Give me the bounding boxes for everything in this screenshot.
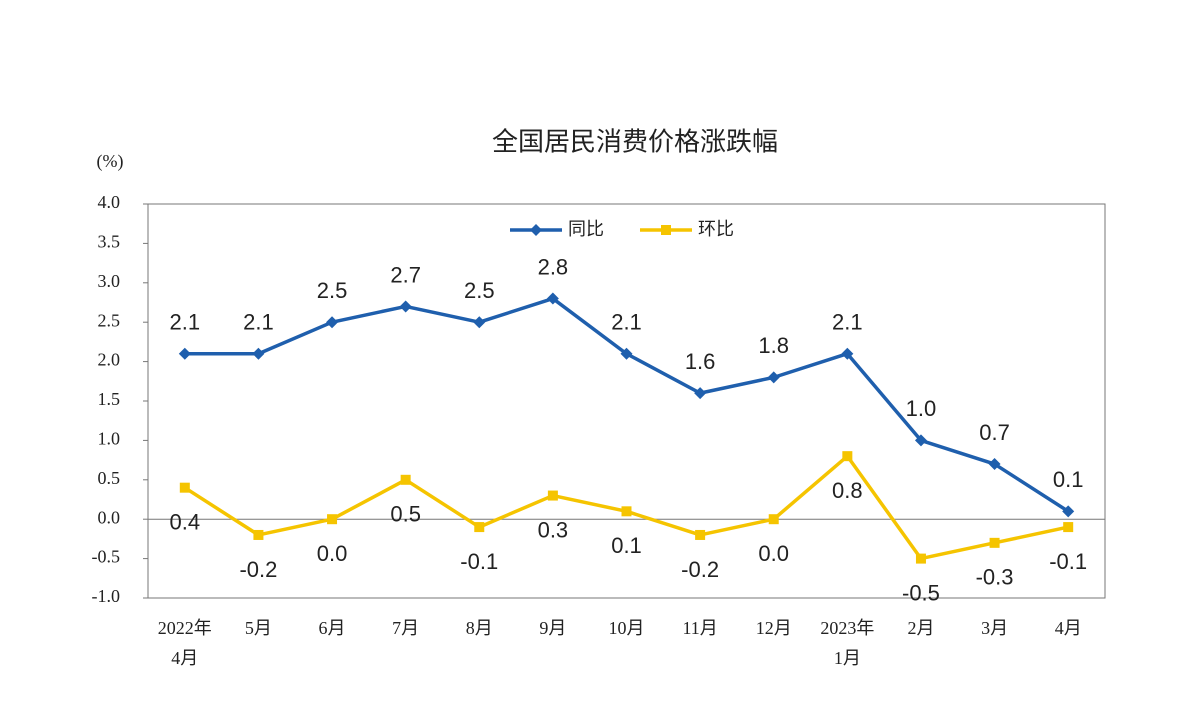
marker <box>546 292 559 305</box>
marker <box>915 553 926 564</box>
marker <box>842 451 853 462</box>
marker <box>253 529 264 540</box>
x-tick-label: 3月 <box>981 618 1008 638</box>
data-label: -0.2 <box>681 557 719 582</box>
marker <box>914 434 927 447</box>
data-label: 2.5 <box>317 278 348 303</box>
data-label: 2.7 <box>390 262 421 287</box>
data-label: -0.1 <box>1049 549 1087 574</box>
marker <box>547 490 558 501</box>
chart-title: 全国居民消费价格涨跌幅 <box>492 128 778 158</box>
y-tick-label: 3.0 <box>98 271 121 291</box>
legend-marker <box>530 224 542 236</box>
data-label: 2.5 <box>464 278 495 303</box>
data-label: 2.1 <box>243 310 274 335</box>
marker <box>767 371 780 384</box>
marker <box>841 347 854 360</box>
x-tick-label: 6月 <box>319 618 346 638</box>
marker <box>988 458 1001 471</box>
data-label: 0.0 <box>317 541 348 566</box>
x-tick-label: 2022年 4月 <box>158 618 212 668</box>
marker <box>474 522 485 533</box>
y-tick-label: 4.0 <box>98 192 121 212</box>
data-label: -0.2 <box>239 557 277 582</box>
y-tick-label: 2.0 <box>98 350 121 370</box>
data-label: 2.8 <box>538 254 569 279</box>
y-tick-label: 1.0 <box>98 429 121 449</box>
data-label: 0.8 <box>832 478 863 503</box>
x-tick-label: 2023年 1月 <box>820 618 874 668</box>
data-label: 0.4 <box>170 509 201 534</box>
data-label: 1.0 <box>906 396 937 421</box>
x-tick-label: 4月 <box>1055 618 1082 638</box>
marker <box>1063 522 1074 533</box>
legend-label: 同比 <box>568 219 604 240</box>
data-label: -0.1 <box>460 549 498 574</box>
y-tick-label: 0.0 <box>98 507 121 527</box>
y-tick-label: -1.0 <box>92 586 121 606</box>
data-label: 0.1 <box>1053 467 1084 492</box>
marker <box>399 300 412 313</box>
data-label: -0.5 <box>902 580 940 605</box>
legend-marker <box>661 225 671 235</box>
data-label: 0.0 <box>758 541 789 566</box>
marker <box>1062 505 1075 518</box>
x-tick-label: 10月 <box>609 618 645 638</box>
marker <box>768 514 779 525</box>
data-label: 2.1 <box>832 310 863 335</box>
marker <box>178 347 191 360</box>
marker <box>327 514 338 525</box>
marker <box>252 347 265 360</box>
marker <box>695 529 706 540</box>
marker <box>326 316 339 329</box>
x-tick-label: 12月 <box>756 618 792 638</box>
y-tick-label: 2.5 <box>98 310 121 330</box>
x-tick-label: 5月 <box>245 618 272 638</box>
data-label: 0.7 <box>979 420 1010 445</box>
x-tick-label: 11月 <box>682 618 717 638</box>
data-label: 1.8 <box>758 333 789 358</box>
data-label: 1.6 <box>685 349 716 374</box>
x-tick-label: 7月 <box>392 618 419 638</box>
y-tick-label: 0.5 <box>98 468 121 488</box>
data-label: 2.1 <box>170 310 201 335</box>
marker <box>179 482 190 493</box>
y-tick-label: 3.5 <box>98 232 121 252</box>
marker <box>694 387 707 400</box>
x-tick-label: 8月 <box>466 618 493 638</box>
x-tick-label: 2月 <box>907 618 934 638</box>
data-label: 0.5 <box>390 502 421 527</box>
marker <box>989 537 1000 548</box>
data-label: 2.1 <box>611 310 642 335</box>
x-tick-label: 9月 <box>539 618 566 638</box>
y-tick-label: -0.5 <box>92 547 121 567</box>
marker <box>620 347 633 360</box>
data-label: 0.1 <box>611 533 642 558</box>
y-tick-label: 1.5 <box>98 389 121 409</box>
marker <box>621 506 632 517</box>
data-label: -0.3 <box>976 565 1014 590</box>
data-label: 0.3 <box>538 517 569 542</box>
y-axis-label: (%) <box>97 151 124 172</box>
legend-label: 环比 <box>698 219 734 240</box>
marker <box>473 316 486 329</box>
marker <box>400 474 411 485</box>
